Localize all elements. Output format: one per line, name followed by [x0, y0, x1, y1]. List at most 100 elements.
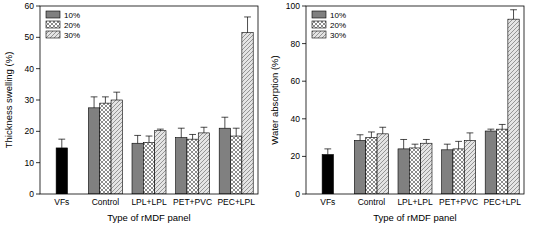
- bar: [398, 149, 409, 194]
- error-bar: [189, 134, 196, 139]
- error-bar: [178, 128, 185, 137]
- bar: [354, 140, 365, 194]
- x-tick-label: Control: [358, 197, 386, 207]
- y-tick: [302, 156, 306, 157]
- legend-label: 20%: [64, 21, 80, 30]
- y-tick-label: 20: [291, 151, 301, 161]
- error-bar: [58, 139, 65, 148]
- bar: [88, 108, 99, 194]
- bar: [231, 136, 242, 194]
- bar: [143, 142, 154, 194]
- y-tick-label: 60: [25, 1, 35, 11]
- error-bar: [444, 144, 451, 150]
- x-axis-label: Type of rMDF panel: [107, 212, 190, 223]
- bar: [322, 155, 333, 194]
- legend-label: 10%: [330, 11, 346, 20]
- bar: [219, 128, 230, 194]
- y-tick-label: 0: [295, 189, 300, 199]
- x-tick-label: LPL+LPL: [397, 197, 432, 207]
- error-bar: [221, 117, 228, 128]
- y-tick: [302, 81, 306, 82]
- legend-swatch: [46, 21, 60, 28]
- error-bar: [146, 136, 153, 142]
- x-tick-label: PEC+LPL: [483, 197, 521, 207]
- x-tick-label: PET+PVC: [439, 197, 478, 207]
- legend-label: 30%: [64, 31, 80, 40]
- error-bar: [91, 97, 98, 108]
- error-bar: [467, 133, 474, 141]
- x-tick-label: VFs: [320, 197, 335, 207]
- error-bar: [368, 132, 375, 138]
- error-bar: [233, 128, 240, 136]
- legend-swatch: [46, 31, 60, 38]
- bar: [176, 138, 187, 194]
- y-tick: [302, 6, 306, 7]
- bars: [56, 17, 253, 194]
- error-bar: [499, 124, 506, 129]
- legend-swatch: [312, 31, 326, 38]
- legend-label: 30%: [330, 31, 346, 40]
- y-tick-label: 40: [291, 114, 301, 124]
- y-tick-label: 20: [25, 126, 35, 136]
- error-bar: [379, 127, 386, 134]
- y-tick: [302, 43, 306, 44]
- legend-swatch: [312, 21, 326, 28]
- bar: [198, 133, 209, 194]
- y-tick: [36, 68, 40, 69]
- legend: 10%20%30%: [312, 11, 346, 40]
- error-bar: [324, 149, 331, 155]
- x-tick-label: PET+PVC: [173, 197, 212, 207]
- y-tick-label: 50: [25, 32, 35, 42]
- error-bar: [423, 139, 430, 143]
- y-tick-label: 40: [25, 64, 35, 74]
- bar: [464, 140, 475, 194]
- y-tick-label: 10: [25, 158, 35, 168]
- legend-swatch: [312, 11, 326, 18]
- legend-label: 20%: [330, 21, 346, 30]
- y-tick: [36, 6, 40, 7]
- bar: [485, 131, 496, 194]
- legend-swatch: [46, 11, 60, 18]
- figure: 0 10 20 30 40 50 60 VFs Control LPL+LPL PET+PVC PEC…: [0, 0, 533, 230]
- bar: [56, 148, 67, 194]
- y-tick: [302, 118, 306, 119]
- plot-frame: [40, 6, 258, 194]
- bar: [377, 134, 388, 194]
- bar: [100, 103, 111, 194]
- legend-label: 10%: [64, 11, 80, 20]
- y-tick: [302, 194, 306, 195]
- bar: [187, 139, 198, 194]
- legend: 10%20%30%: [46, 11, 80, 40]
- y-tick-label: 0: [29, 189, 34, 199]
- y-tick: [36, 131, 40, 132]
- y-tick-label: 80: [291, 39, 301, 49]
- bars: [322, 10, 519, 194]
- error-bar: [244, 17, 251, 33]
- bar: [453, 149, 464, 194]
- error-bar: [412, 144, 419, 148]
- error-bar: [400, 139, 407, 148]
- bar: [242, 33, 253, 194]
- bar: [442, 150, 453, 194]
- bar: [421, 143, 432, 194]
- bar: [409, 148, 420, 194]
- error-bar: [510, 10, 517, 19]
- error-bar: [357, 135, 364, 141]
- y-tick: [36, 100, 40, 101]
- error-bar: [157, 129, 164, 131]
- y-axis-label: Water absorption (%): [269, 55, 280, 144]
- bar: [366, 138, 377, 194]
- y-tick-label: 100: [286, 1, 300, 11]
- error-bar: [102, 97, 109, 103]
- x-tick-label: Control: [92, 197, 120, 207]
- y-tick: [36, 37, 40, 38]
- x-tick-label: LPL+LPL: [131, 197, 166, 207]
- y-tick-label: 30: [25, 95, 35, 105]
- bar: [497, 129, 508, 194]
- plot-frame: [306, 6, 524, 194]
- chart: 020406080100VFsControlLPL+LPLPET+PVCPEC+…: [269, 1, 524, 223]
- x-tick-label: PEC+LPL: [217, 197, 255, 207]
- chart: 0102030405060VFsControlLPL+LPLPET+PVCPEC…: [3, 1, 258, 223]
- y-tick: [36, 162, 40, 163]
- error-bar: [201, 127, 208, 133]
